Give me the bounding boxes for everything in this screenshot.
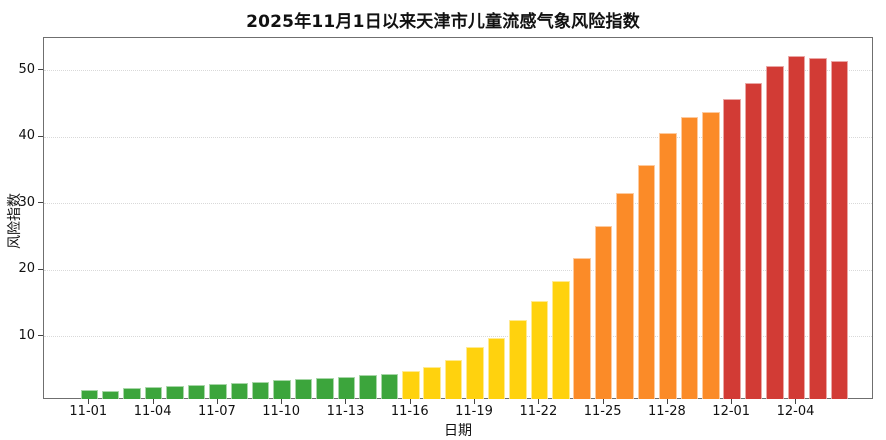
x-tick-label: 11-22	[519, 404, 558, 419]
bar-11-15	[380, 373, 399, 399]
y-tick-label: 20	[18, 261, 35, 276]
bar-11-03	[123, 387, 141, 399]
x-tick-mark	[538, 399, 540, 404]
x-tick-label: 11-25	[583, 404, 622, 419]
bar-11-25	[594, 226, 613, 399]
x-tick-label: 11-28	[648, 404, 686, 419]
bar-11-21	[509, 320, 527, 399]
bar-11-23	[552, 280, 570, 399]
chart-title: 2025年11月1日以来天津市儿童流感气象风险指数	[246, 12, 640, 32]
bar-11-19	[466, 347, 484, 399]
bar-11-09	[251, 381, 270, 399]
y-tick-mark	[38, 202, 43, 203]
x-tick-label: 12-01	[712, 404, 751, 419]
bar-11-18	[444, 359, 463, 399]
bar-11-01	[80, 389, 99, 399]
y-tick-label: 40	[18, 128, 35, 143]
bar-11-06	[187, 385, 206, 399]
x-tick-mark	[409, 399, 411, 404]
bar-11-02	[101, 390, 120, 399]
bar-11-14	[359, 374, 377, 399]
bar-11-28	[659, 132, 677, 399]
y-tick-label: 10	[18, 327, 35, 343]
bar-11-17	[423, 367, 441, 399]
x-tick-mark	[216, 399, 218, 404]
gridline	[44, 136, 872, 138]
gridline	[44, 336, 872, 337]
bar-12-02	[744, 83, 763, 399]
bar-12-05	[809, 58, 827, 399]
bar-11-22	[530, 301, 549, 399]
bar-11-08	[230, 383, 249, 399]
plot-area	[43, 37, 873, 399]
gridline	[44, 70, 872, 71]
x-tick-mark	[731, 399, 733, 404]
bar-12-03	[766, 66, 784, 399]
x-tick-label: 12-04	[776, 404, 815, 419]
bar-11-11	[294, 379, 313, 399]
x-tick-label: 11-07	[197, 404, 236, 419]
y-axis-label: 风险指数	[7, 193, 23, 249]
bar-11-10	[273, 379, 291, 399]
x-tick-label: 11-19	[455, 404, 493, 419]
x-tick-mark	[88, 399, 90, 404]
x-tick-mark	[602, 399, 604, 404]
x-tick-mark	[345, 399, 347, 404]
x-tick-label: 11-04	[133, 404, 172, 419]
bar-11-26	[616, 193, 634, 399]
gridline	[44, 203, 872, 204]
y-tick-mark	[38, 268, 43, 270]
bar-11-13	[337, 376, 356, 399]
x-tick-mark	[281, 399, 283, 404]
x-tick-mark	[795, 399, 797, 404]
bar-11-30	[702, 111, 720, 399]
x-axis-label: 日期	[444, 423, 472, 439]
gridline	[44, 269, 872, 271]
bar-11-12	[316, 377, 334, 399]
bar-11-05	[166, 385, 184, 399]
y-tick-mark	[38, 69, 43, 70]
bar-11-20	[487, 337, 506, 399]
y-tick-label: 30	[18, 194, 35, 210]
x-tick-label: 11-16	[390, 404, 429, 419]
y-tick-label: 50	[18, 61, 35, 77]
bar-11-27	[637, 165, 656, 399]
bar-12-06	[830, 61, 849, 399]
x-tick-label: 11-10	[262, 404, 301, 419]
x-tick-label: 11-01	[69, 404, 108, 419]
bar-11-07	[209, 383, 227, 399]
x-tick-mark	[666, 399, 668, 404]
bar-11-24	[573, 257, 591, 399]
bar-12-04	[787, 56, 806, 399]
y-tick-mark	[38, 335, 43, 336]
bar-12-01	[723, 98, 741, 399]
bar-11-29	[680, 116, 699, 399]
x-tick-mark	[474, 399, 476, 404]
y-tick-mark	[38, 135, 43, 137]
x-tick-label: 11-13	[326, 404, 365, 419]
bar-11-04	[144, 387, 163, 399]
x-tick-mark	[152, 399, 154, 404]
bar-11-16	[402, 371, 420, 399]
